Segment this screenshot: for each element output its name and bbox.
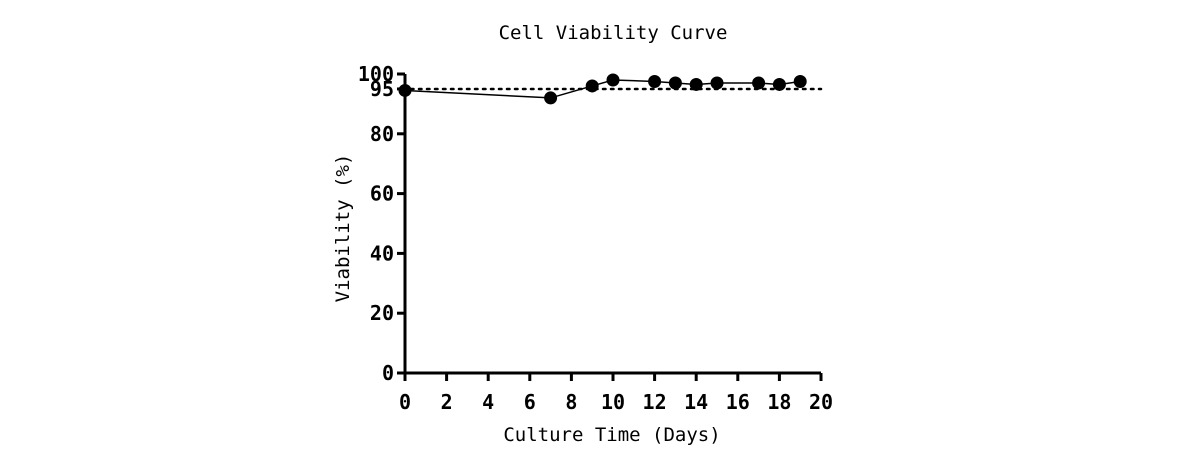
data-point <box>710 76 724 90</box>
data-point <box>544 91 558 105</box>
data-point <box>606 73 620 87</box>
x-tick-label: 4 <box>482 390 494 414</box>
y-tick-label: 100 <box>358 62 394 86</box>
x-tick-label: 0 <box>399 390 411 414</box>
x-tick-label: 8 <box>565 390 577 414</box>
x-tick-label: 16 <box>726 390 750 414</box>
x-tick-label: 20 <box>809 390 833 414</box>
data-point <box>668 76 682 90</box>
x-tick-label: 14 <box>684 390 708 414</box>
plot-area <box>398 73 823 105</box>
x-axis-title: Culture Time (Days) <box>503 424 720 446</box>
x-tick-label: 2 <box>441 390 453 414</box>
y-tick-label: 0 <box>382 361 394 385</box>
chart-title: Cell Viability Curve <box>499 22 728 44</box>
data-point <box>585 79 599 93</box>
y-tick-label: 20 <box>370 301 394 325</box>
y-tick-label: 80 <box>370 122 394 146</box>
data-point <box>793 74 807 88</box>
x-tick-label: 18 <box>767 390 791 414</box>
axes <box>403 74 821 375</box>
data-point <box>689 77 703 91</box>
x-tick-label: 6 <box>524 390 536 414</box>
data-point <box>752 76 766 90</box>
data-point <box>648 74 662 88</box>
y-axis-title: Viability (%) <box>332 154 354 303</box>
x-tick-label: 12 <box>643 390 667 414</box>
y-tick-label: 40 <box>370 241 394 265</box>
y-tick-label: 60 <box>370 182 394 206</box>
y-tick-label: 95 <box>370 77 394 101</box>
x-tick-label: 10 <box>601 390 625 414</box>
data-point <box>772 77 786 91</box>
